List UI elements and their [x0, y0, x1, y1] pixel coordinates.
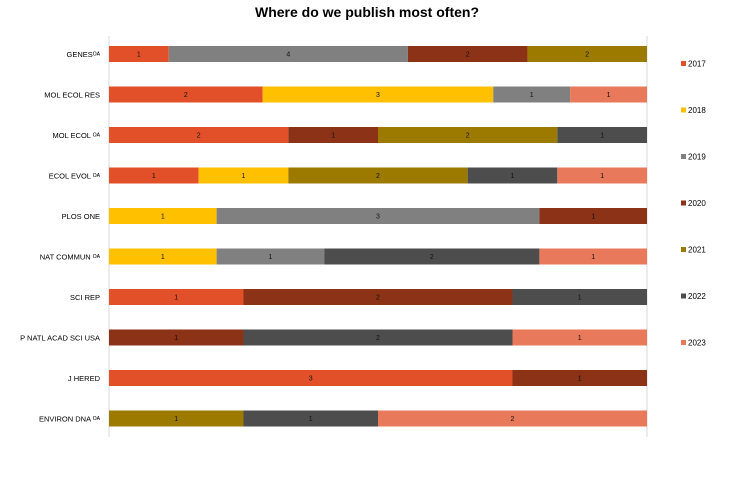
- bar-segment: [168, 46, 408, 62]
- bar-segment: [216, 208, 540, 224]
- data-label: 1: [600, 133, 604, 140]
- category-label: MOL ECOL RES: [44, 91, 100, 100]
- bar-segment: [407, 46, 528, 62]
- bar-segment: [557, 127, 647, 143]
- data-label: 2: [430, 254, 434, 261]
- category-label: ECOL EVOL ᴼᴬ: [49, 172, 101, 181]
- category-label: NAT COMMUN ᴼᴬ: [40, 253, 101, 262]
- data-label: 2: [466, 133, 470, 140]
- legend-swatch: [681, 200, 686, 206]
- data-label: 1: [578, 376, 582, 383]
- bar-segment: [288, 167, 468, 184]
- data-label: 2: [376, 295, 380, 302]
- legend-label: 2018: [688, 106, 706, 115]
- data-label: 2: [466, 52, 470, 59]
- data-label: 1: [591, 214, 595, 221]
- bar-segment: [512, 289, 647, 305]
- bar-segment: [512, 370, 647, 386]
- bar-segment: [109, 208, 217, 224]
- legend-label: 2020: [688, 199, 706, 208]
- data-label: 1: [268, 254, 272, 261]
- data-label: 1: [152, 173, 156, 180]
- bar-segment: [512, 329, 647, 346]
- data-label: 4: [286, 52, 290, 59]
- legend-label: 2022: [688, 292, 706, 301]
- category-label: PLOS ONE: [62, 212, 100, 221]
- bar-segment: [262, 86, 494, 103]
- bar-segment: [527, 46, 647, 62]
- bar-segment: [109, 410, 244, 427]
- data-label: 1: [161, 214, 165, 221]
- legend-label: 2017: [688, 60, 706, 69]
- data-label: 1: [137, 52, 141, 59]
- legend-swatch: [681, 247, 686, 252]
- data-label: 1: [511, 173, 515, 180]
- bar-segment: [109, 127, 289, 143]
- category-label: SCI REP: [70, 293, 100, 302]
- data-label: 1: [309, 416, 313, 423]
- data-label: 1: [591, 254, 595, 261]
- bar-segment: [243, 410, 378, 427]
- bar-segment: [109, 370, 513, 386]
- bar-segment: [570, 86, 647, 103]
- bar-segment: [243, 289, 513, 305]
- bar-segment: [557, 167, 647, 184]
- data-label: 1: [331, 133, 335, 140]
- bar-segment: [109, 289, 244, 305]
- bar-segment: [243, 329, 513, 346]
- data-label: 2: [585, 52, 589, 59]
- bar-segment: [539, 208, 647, 224]
- bar-segment: [198, 167, 289, 184]
- data-label: 1: [600, 173, 604, 180]
- data-label: 2: [376, 173, 380, 180]
- legend-label: 2021: [688, 246, 706, 255]
- bar-segment: [109, 86, 263, 103]
- bar-segment: [216, 248, 325, 265]
- chart-title: Where do we publish most often?: [255, 4, 479, 20]
- data-label: 1: [578, 335, 582, 342]
- data-label: 3: [376, 92, 380, 99]
- data-label: 2: [197, 133, 201, 140]
- bar-segment: [109, 46, 169, 62]
- data-label: 2: [511, 416, 515, 423]
- legend-swatch: [681, 293, 686, 299]
- legend-swatch: [681, 61, 686, 66]
- data-label: 1: [174, 335, 178, 342]
- data-label: 1: [578, 295, 582, 302]
- bar-segment: [109, 167, 199, 184]
- legend-label: 2023: [688, 339, 706, 348]
- data-label: 1: [174, 295, 178, 302]
- category-label: J HERED: [68, 374, 101, 383]
- data-label: 1: [242, 173, 246, 180]
- legend-swatch: [681, 107, 686, 113]
- bar-segment: [467, 167, 558, 184]
- category-labels: GENESᴼᴬ MOL ECOL RES MOL ECOL ᴼᴬ ECOL EVOL …: [20, 50, 100, 424]
- bar-segment: [378, 410, 647, 427]
- data-label: 2: [184, 92, 188, 99]
- legend-swatch: [681, 340, 686, 345]
- category-label: MOL ECOL ᴼᴬ: [52, 131, 100, 140]
- bar-segment: [539, 248, 647, 265]
- data-label: 3: [309, 376, 313, 383]
- data-label: 1: [161, 254, 165, 261]
- bar-segment: [493, 86, 571, 103]
- legend: 2017 2018 2019 2020 2021 2022 2023: [681, 60, 706, 348]
- category-label: ENVIRON DNA ᴼᴬ: [39, 415, 101, 424]
- bars-group: 1 4 2 2 2 3 1 1 2 1 2 1 1 1 2 1 1 1 3 1 1 1 2 1 1 2 1 1 2 1 3 1 1 1 2: [109, 46, 647, 427]
- data-label: 1: [174, 416, 178, 423]
- legend-swatch: [681, 154, 686, 159]
- bar-segment: [378, 127, 558, 143]
- bar-segment: [288, 127, 378, 143]
- category-label: P NATL ACAD SCI USA: [20, 334, 100, 343]
- data-label: 1: [530, 92, 534, 99]
- bar-segment: [109, 248, 217, 265]
- legend-label: 2019: [688, 153, 706, 162]
- bar-segment: [109, 329, 244, 346]
- bar-segment: [324, 248, 540, 265]
- category-label: GENESᴼᴬ: [67, 50, 101, 59]
- data-label: 2: [376, 335, 380, 342]
- data-label: 1: [607, 92, 611, 99]
- data-label: 3: [376, 214, 380, 221]
